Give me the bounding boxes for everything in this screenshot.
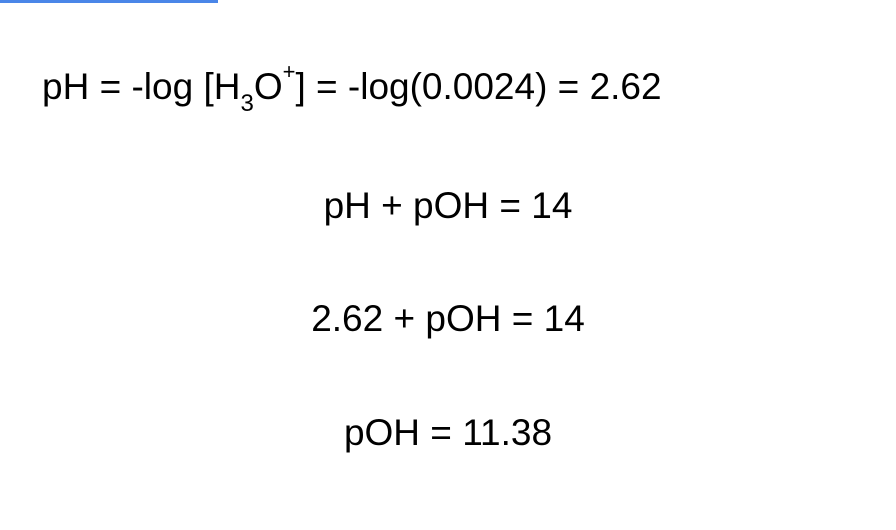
equation-line-4: pOH = 11.38 (344, 411, 552, 455)
equation-block: pH = -log [H3O+] = -log(0.0024) = 2.62 p… (0, 0, 896, 530)
eq1-mid: O (254, 66, 283, 107)
eq1-superscript: + (283, 59, 296, 84)
eq1-prefix: pH = -log [H (42, 66, 240, 107)
eq1-subscript: 3 (240, 90, 253, 117)
equation-line-3: 2.62 + pOH = 14 (311, 297, 585, 341)
eq1-suffix: ] = -log(0.0024) = 2.62 (295, 66, 661, 107)
equation-line-2: pH + pOH = 14 (324, 184, 573, 228)
equation-line-1: pH = -log [H3O+] = -log(0.0024) = 2.62 (20, 65, 662, 115)
